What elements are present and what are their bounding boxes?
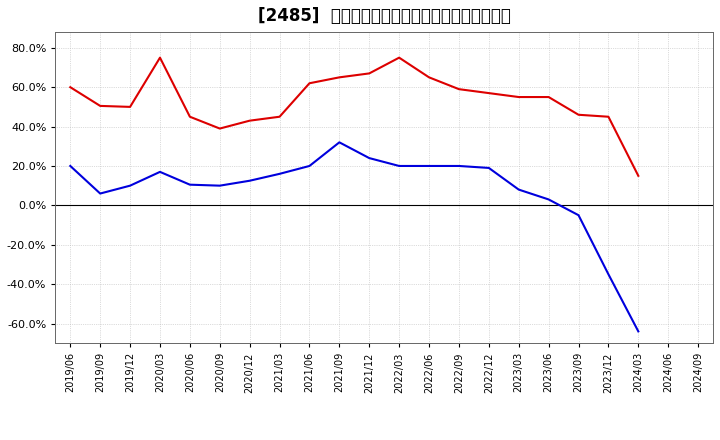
有利子負債営業CF比率 bbox=[126, 104, 135, 110]
有利子負債営業CF比率 bbox=[96, 103, 104, 109]
有利子負債フリーCF比率 bbox=[215, 183, 224, 188]
有利子負債フリーCF比率 bbox=[454, 163, 463, 169]
有利子負債営業CF比率 bbox=[246, 118, 254, 123]
有利子負債フリーCF比率 bbox=[156, 169, 164, 175]
有利子負債営業CF比率 bbox=[365, 71, 374, 76]
有利子負債フリーCF比率 bbox=[575, 213, 583, 218]
Line: 有利子負債フリーCF比率: 有利子負債フリーCF比率 bbox=[71, 142, 639, 331]
有利子負債フリーCF比率 bbox=[246, 178, 254, 183]
有利子負債営業CF比率 bbox=[305, 81, 314, 86]
Line: 有利子負債営業CF比率: 有利子負債営業CF比率 bbox=[71, 58, 639, 176]
有利子負債フリーCF比率 bbox=[365, 155, 374, 161]
有利子負債営業CF比率 bbox=[395, 55, 403, 60]
有利子負債営業CF比率 bbox=[604, 114, 613, 119]
有利子負債フリーCF比率 bbox=[305, 163, 314, 169]
有利子負債営業CF比率 bbox=[575, 112, 583, 117]
有利子負債営業CF比率 bbox=[454, 87, 463, 92]
有利子負債フリーCF比率 bbox=[275, 171, 284, 176]
有利子負債フリーCF比率 bbox=[335, 139, 343, 145]
有利子負債フリーCF比率 bbox=[485, 165, 493, 171]
有利子負債フリーCF比率 bbox=[126, 183, 135, 188]
有利子負債フリーCF比率 bbox=[425, 163, 433, 169]
有利子負債フリーCF比率 bbox=[395, 163, 403, 169]
有利子負債営業CF比率 bbox=[156, 55, 164, 60]
有利子負債フリーCF比率 bbox=[604, 271, 613, 277]
Title: [2485]  有利子負債キャッシュフロー比率の推移: [2485] 有利子負債キャッシュフロー比率の推移 bbox=[258, 7, 510, 25]
有利子負債フリーCF比率 bbox=[66, 163, 75, 169]
有利子負債フリーCF比率 bbox=[96, 191, 104, 196]
有利子負債営業CF比率 bbox=[425, 75, 433, 80]
有利子負債営業CF比率 bbox=[215, 126, 224, 131]
有利子負債営業CF比率 bbox=[485, 91, 493, 96]
有利子負債営業CF比率 bbox=[335, 75, 343, 80]
有利子負債フリーCF比率 bbox=[544, 197, 553, 202]
有利子負債フリーCF比率 bbox=[514, 187, 523, 192]
有利子負債営業CF比率 bbox=[66, 84, 75, 90]
有利子負債営業CF比率 bbox=[186, 114, 194, 119]
有利子負債営業CF比率 bbox=[514, 95, 523, 100]
有利子負債フリーCF比率 bbox=[634, 329, 643, 334]
有利子負債フリーCF比率 bbox=[186, 182, 194, 187]
有利子負債営業CF比率 bbox=[634, 173, 643, 179]
有利子負債営業CF比率 bbox=[544, 95, 553, 100]
有利子負債営業CF比率 bbox=[275, 114, 284, 119]
